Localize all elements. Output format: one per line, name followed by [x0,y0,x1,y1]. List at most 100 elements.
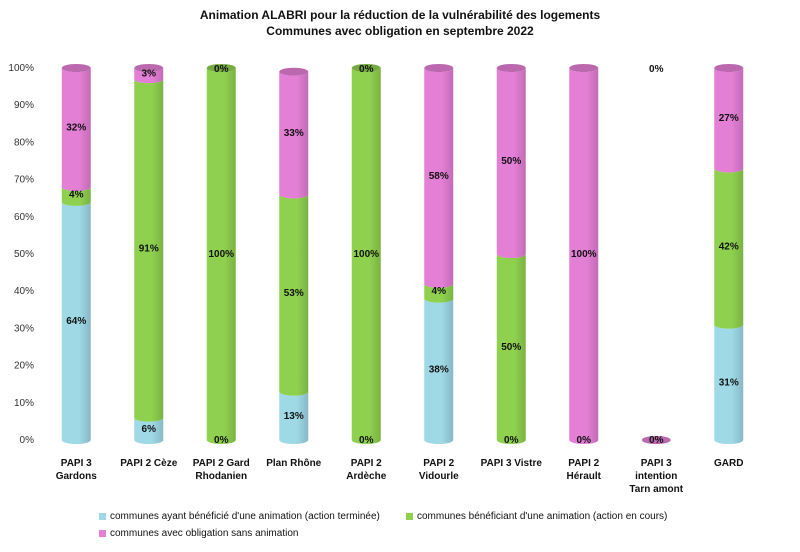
data-label: 38% [429,364,449,375]
data-label: 0% [649,64,664,75]
data-label: 58% [429,171,449,182]
category-label: Hérault [567,471,602,482]
legend-item-en-cours: communes bénéficiant d'une animation (ac… [406,511,667,522]
legend-swatch-terminee [99,513,106,520]
data-label: 4% [432,286,447,297]
data-label: 31% [719,377,739,388]
data-label: 0% [649,435,664,446]
bar-segment [424,68,454,288]
data-label: 50% [501,156,521,167]
legend-label-terminee: communes ayant bénéficié d'une animation… [110,511,380,522]
category-label: Vidourle [419,471,459,482]
bar-group [496,64,526,444]
bar-group [641,436,671,444]
data-label: 100% [571,249,597,260]
bar-top [641,436,671,444]
category-label: PAPI 2 [423,458,454,469]
bar-top [279,67,309,76]
y-tick-label: 60% [14,212,34,223]
category-label: PAPI 3 [641,458,672,469]
bar-segment [61,187,91,206]
data-label: 50% [501,342,521,353]
category-label: Rhodanien [195,471,247,482]
data-label: 64% [66,316,86,327]
legend-item-terminee: communes ayant bénéficié d'une animation… [99,511,380,522]
bar-group [61,64,91,444]
y-tick-label: 10% [14,398,34,409]
bar-top [496,64,526,72]
category-label: PAPI 3 [61,458,92,469]
category-label: Ardèche [346,471,386,482]
y-tick-label: 100% [8,63,34,74]
bar-top [134,64,164,72]
bar-group [424,64,454,444]
data-label: 3% [142,69,157,80]
y-tick-label: 50% [14,249,34,260]
y-tick-label: 80% [14,137,34,148]
bar-segment [61,201,91,444]
bar-group [714,64,744,444]
bar-group [134,64,164,444]
bar-segment [279,71,309,199]
data-label: 0% [577,435,592,446]
bar-segment [279,391,309,444]
bar-top [424,64,454,72]
data-label: 4% [69,189,84,200]
y-tick-label: 90% [14,100,34,111]
legend-swatch-en-cours [406,513,413,520]
data-label: 13% [284,411,304,422]
data-label: 0% [359,64,374,75]
bar-segment [61,68,91,192]
data-label: 100% [208,249,234,260]
category-label: Gardons [56,471,98,482]
y-tick-label: 70% [14,175,34,186]
bar-segment [714,68,744,173]
data-label: 33% [284,128,304,139]
bar-segment [714,168,744,329]
bar-segment [134,79,164,422]
category-label: PAPI 3 Vistre [481,458,543,469]
bar-segment [714,324,744,444]
data-label: 6% [142,424,157,435]
data-label: 0% [214,64,229,75]
legend-label-en-cours: communes bénéficiant d'une animation (ac… [417,511,668,522]
y-tick-label: 40% [14,286,34,297]
category-label: PAPI 2 [351,458,382,469]
category-label: intention [635,471,677,482]
data-label: 0% [504,435,519,446]
legend-item-sans-animation: communes avec obligation sans animation [99,528,298,539]
legend-swatch-sans-animation [99,530,106,537]
chart-title: Animation ALABRI pour la réduction de la… [199,8,601,22]
bar-segment [134,68,164,84]
bar-segment [424,298,454,444]
data-label: 42% [719,242,739,253]
bar-segment [424,283,454,303]
category-label: PAPI 2 Cèze [120,458,177,469]
bar-segment [206,68,236,444]
bar-segment [279,194,309,396]
data-label: 27% [719,113,739,124]
bar-segment [496,254,526,444]
category-label: Tarn amont [629,484,683,495]
bar-segment [351,68,381,444]
category-label: PAPI 2 [568,458,599,469]
data-label: 32% [66,123,86,134]
data-label: 53% [284,288,304,299]
bar-group [569,64,599,444]
bar-top [351,64,381,72]
y-tick-label: 20% [14,361,34,372]
chart-subtitle: Communes avec obligation en septembre 20… [266,24,534,38]
y-tick-label: 0% [20,435,35,446]
bar-segment [496,68,526,258]
bar-top [61,64,91,72]
data-label: 100% [353,249,379,260]
data-label: 91% [139,243,159,254]
y-tick-label: 30% [14,323,34,334]
data-label: 0% [359,435,374,446]
bar-segment [134,417,164,444]
bar-top [569,64,599,72]
bar-group [279,67,309,444]
category-label: Plan Rhône [266,458,321,469]
category-label: GARD [714,458,743,469]
